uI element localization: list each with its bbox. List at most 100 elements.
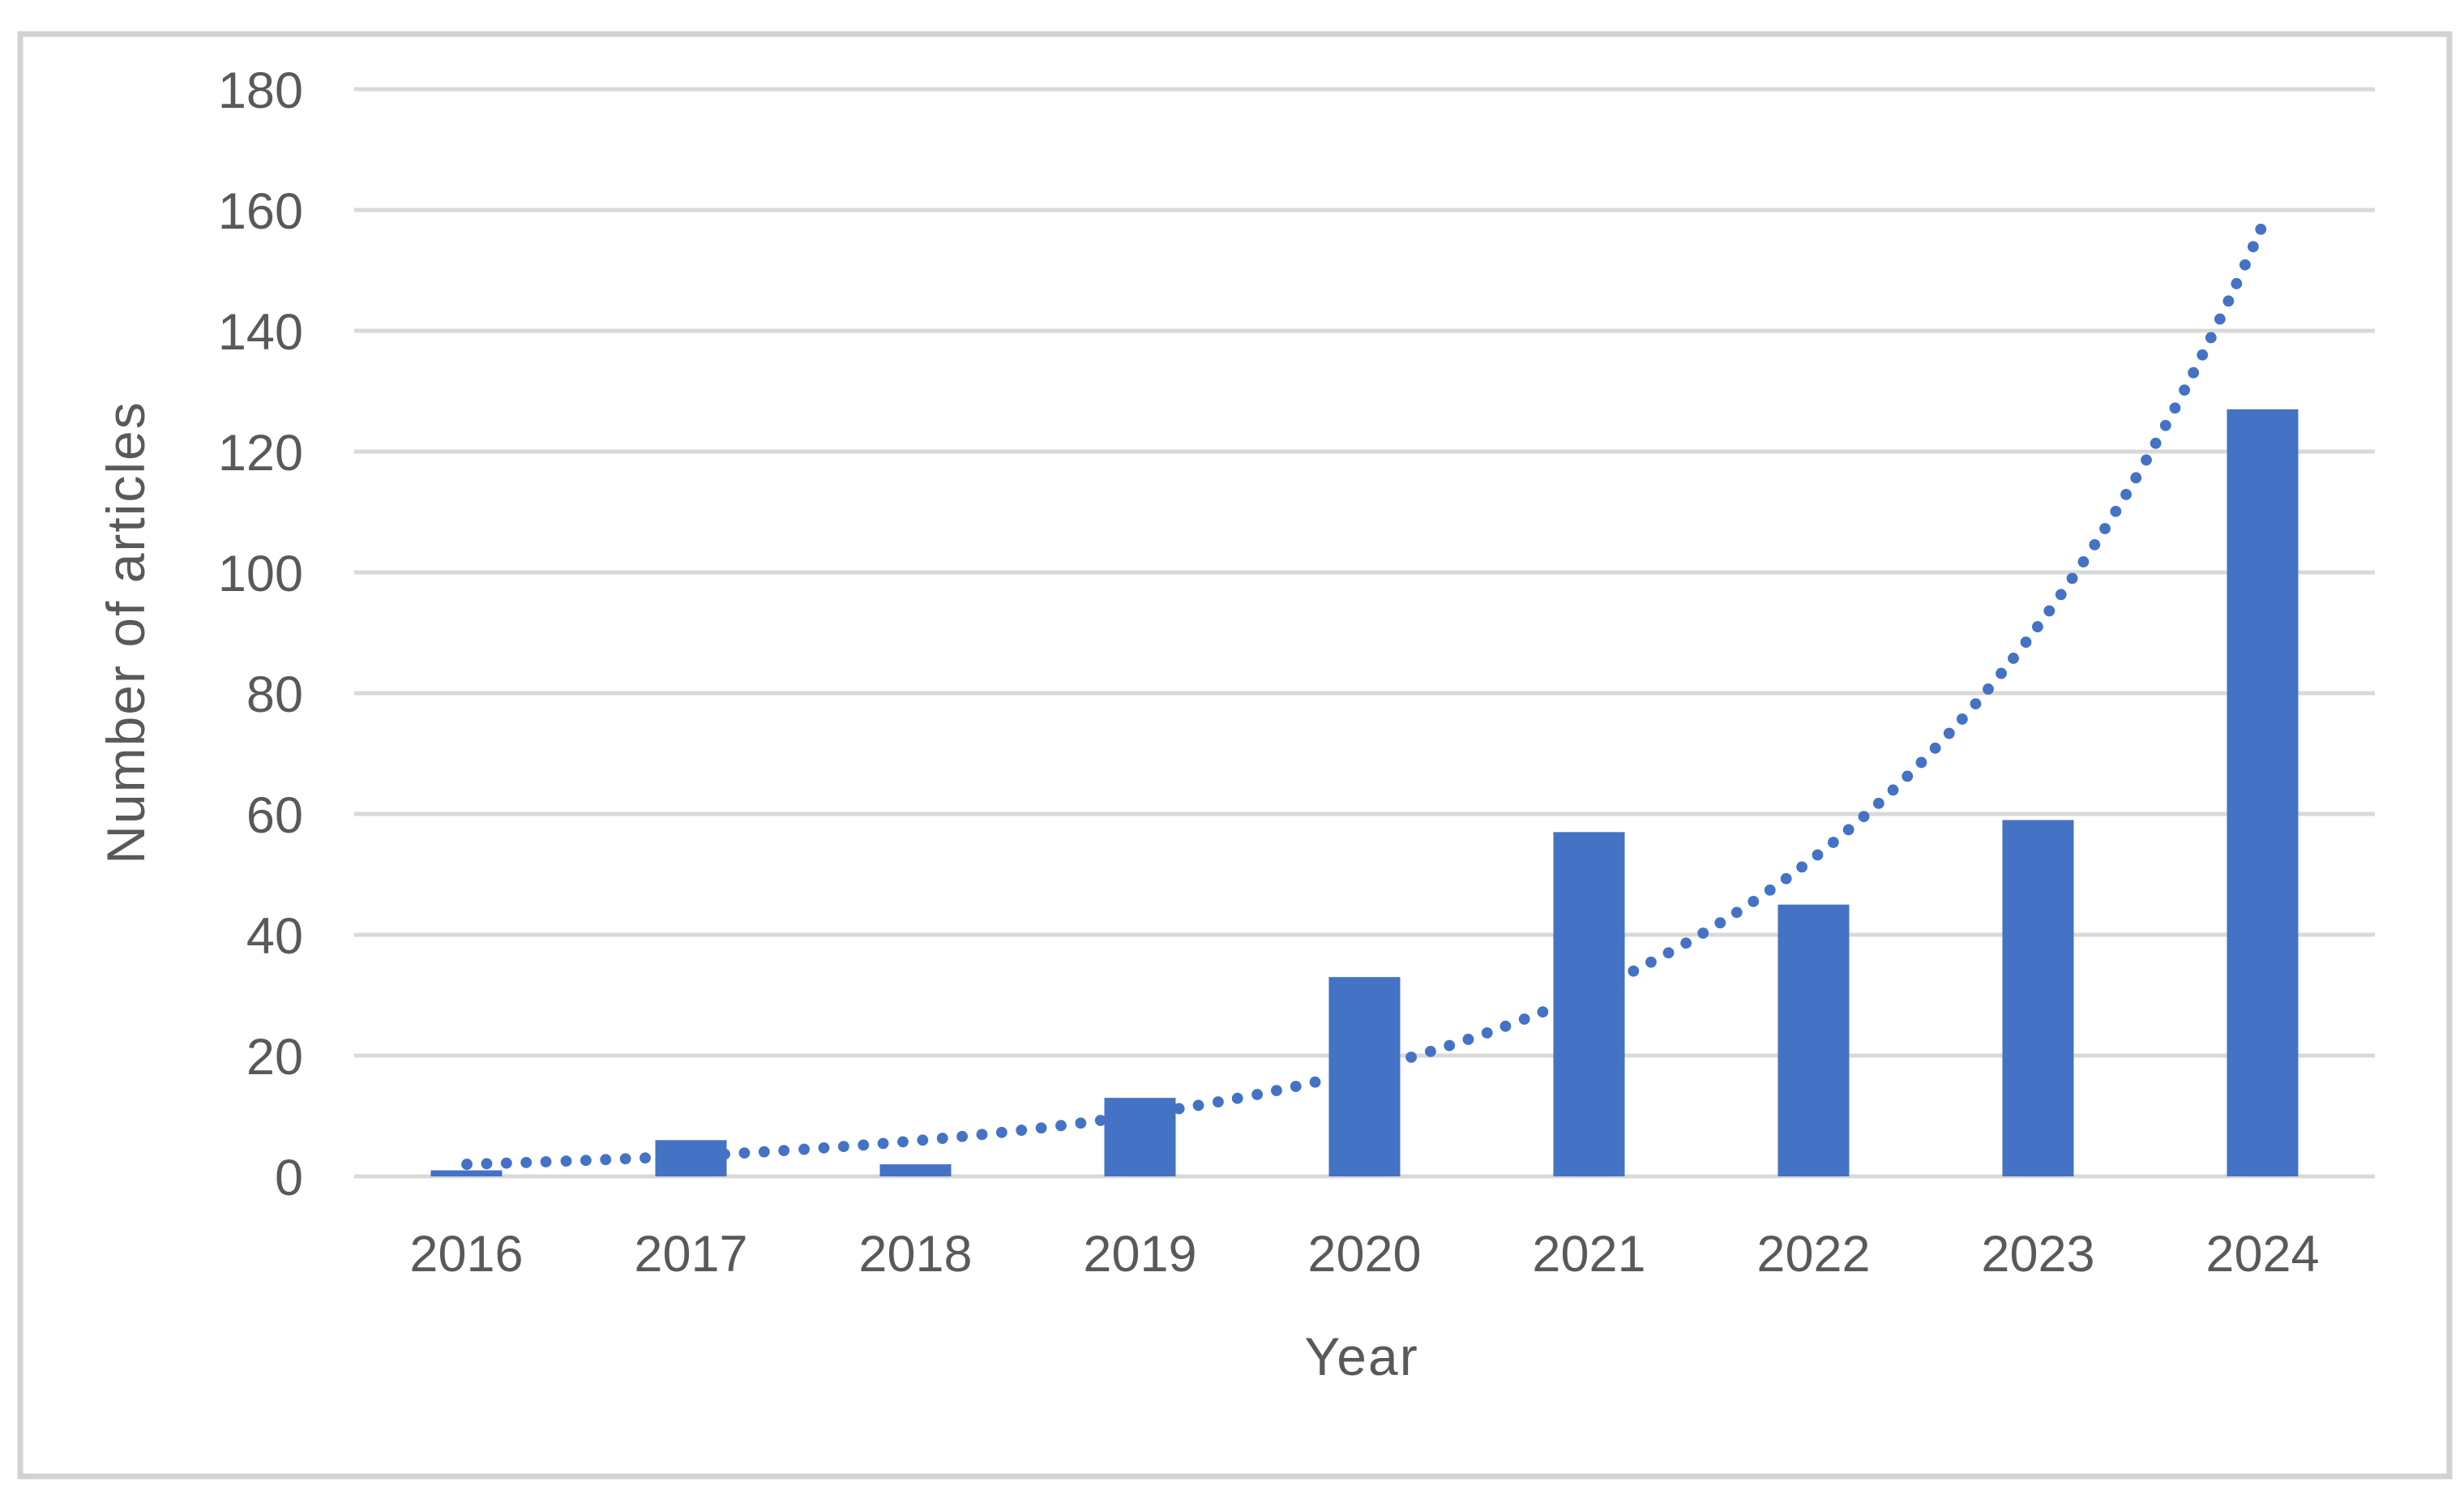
trend-dot bbox=[1055, 1120, 1067, 1132]
trend-dot bbox=[2077, 556, 2090, 568]
trend-dot bbox=[1094, 1115, 1106, 1126]
trend-dot bbox=[1309, 1076, 1321, 1088]
trend-dot bbox=[1192, 1099, 1204, 1112]
trend-dot bbox=[1610, 974, 1622, 986]
y-tick-label-40: 40 bbox=[246, 908, 303, 965]
trend-dot bbox=[1348, 1067, 1360, 1079]
trend-dot bbox=[2020, 636, 2032, 648]
trend-dot bbox=[2110, 505, 2122, 517]
trend-dot bbox=[600, 1154, 612, 1166]
trend-dot bbox=[1328, 1072, 1341, 1084]
trend-dot bbox=[2008, 653, 2019, 664]
trend-dot bbox=[837, 1141, 849, 1153]
trend-dot bbox=[1764, 885, 1776, 896]
x-label-2017: 2017 bbox=[634, 1226, 747, 1283]
trend-dot bbox=[1425, 1045, 1436, 1057]
y-axis-tick-labels: 0 20 40 60 80 100 120 140 160 180 bbox=[218, 62, 303, 1206]
trend-dot bbox=[1714, 917, 1726, 929]
trend-dot bbox=[2066, 572, 2078, 585]
trend-dot bbox=[2043, 605, 2055, 617]
trend-dot bbox=[2130, 472, 2142, 484]
x-label-2018: 2018 bbox=[858, 1226, 972, 1283]
trend-dot bbox=[1887, 784, 1899, 796]
trend-dot bbox=[1537, 1006, 1549, 1018]
trend-dot bbox=[2231, 277, 2243, 289]
trend-dot bbox=[619, 1153, 631, 1165]
trend-dot bbox=[1444, 1039, 1456, 1052]
y-tick-label-20: 20 bbox=[246, 1029, 303, 1086]
trend-dot bbox=[1231, 1092, 1243, 1104]
trend-dot bbox=[2247, 241, 2259, 253]
bar-2024 bbox=[2227, 409, 2299, 1177]
trend-dot bbox=[917, 1134, 929, 1146]
trend-dot bbox=[1943, 727, 1955, 739]
trend-dot bbox=[2188, 366, 2200, 379]
trend-dot bbox=[897, 1136, 909, 1148]
trend-dot bbox=[2239, 259, 2251, 271]
x-label-2020: 2020 bbox=[1307, 1226, 1421, 1283]
bar-2023 bbox=[2002, 820, 2074, 1176]
trend-dot bbox=[1628, 965, 1640, 977]
trend-dot bbox=[2255, 223, 2267, 235]
y-tick-label-140: 140 bbox=[218, 304, 303, 361]
trend-dot bbox=[798, 1143, 811, 1155]
trend-dot bbox=[956, 1130, 969, 1142]
trend-dot bbox=[1747, 896, 1760, 907]
x-label-2023: 2023 bbox=[1981, 1226, 2094, 1283]
trend-dot bbox=[1872, 797, 1884, 809]
trend-dot bbox=[2089, 539, 2101, 550]
trend-dot bbox=[1730, 906, 1743, 919]
trend-dot bbox=[1075, 1117, 1087, 1129]
y-axis-title: Number of articles bbox=[96, 401, 156, 864]
trend-dot bbox=[1035, 1122, 1047, 1134]
exponential-trendline bbox=[461, 223, 2267, 1170]
trend-dot bbox=[2205, 332, 2217, 344]
trend-dot bbox=[1697, 927, 1709, 939]
trend-dot bbox=[560, 1155, 572, 1167]
y-tick-label-160: 160 bbox=[218, 183, 303, 240]
bar-2016 bbox=[430, 1170, 503, 1176]
trend-dot bbox=[1827, 837, 1839, 848]
bar-2018 bbox=[879, 1164, 952, 1176]
trend-dot bbox=[936, 1133, 948, 1144]
trend-dot bbox=[1858, 811, 1870, 823]
trend-dot bbox=[540, 1156, 552, 1167]
chart-frame-border bbox=[17, 31, 2453, 1480]
trend-dot bbox=[640, 1152, 651, 1164]
trend-dot bbox=[719, 1148, 730, 1160]
trend-dot bbox=[1251, 1089, 1263, 1100]
trend-dot bbox=[1290, 1081, 1302, 1092]
trend-dot bbox=[2120, 488, 2132, 500]
trend-dot bbox=[1662, 947, 1675, 959]
trend-dot bbox=[1929, 742, 1941, 754]
bar-2022 bbox=[1777, 904, 1850, 1176]
trend-dot bbox=[1796, 861, 1807, 873]
trend-dot bbox=[1134, 1109, 1145, 1120]
x-label-2021: 2021 bbox=[1532, 1226, 1645, 1283]
x-axis-title: Year bbox=[1304, 1326, 1418, 1386]
trend-dot bbox=[2159, 419, 2171, 431]
y-tick-label-60: 60 bbox=[246, 787, 303, 844]
trend-dot bbox=[1114, 1112, 1126, 1124]
trend-dot bbox=[976, 1129, 988, 1141]
trend-dot bbox=[1812, 849, 1824, 861]
trend-dot bbox=[1386, 1056, 1398, 1069]
trend-dot bbox=[1780, 872, 1792, 885]
trend-dot bbox=[738, 1147, 751, 1159]
trend-dot bbox=[1996, 667, 2007, 679]
x-label-2016: 2016 bbox=[409, 1226, 523, 1283]
trend-dot bbox=[2197, 349, 2209, 361]
trend-dot bbox=[2055, 589, 2067, 601]
trend-dot bbox=[818, 1142, 830, 1154]
trend-dot bbox=[1173, 1103, 1185, 1115]
trend-dot bbox=[1481, 1027, 1493, 1039]
trend-dot bbox=[1499, 1020, 1512, 1032]
trend-dot bbox=[1680, 937, 1692, 949]
trend-dot bbox=[2099, 523, 2111, 534]
trend-dot bbox=[2179, 384, 2191, 396]
x-label-2022: 2022 bbox=[1756, 1226, 1870, 1283]
trend-dot bbox=[1462, 1034, 1474, 1045]
trend-dot bbox=[1915, 756, 1927, 769]
trend-dot bbox=[2141, 454, 2152, 466]
